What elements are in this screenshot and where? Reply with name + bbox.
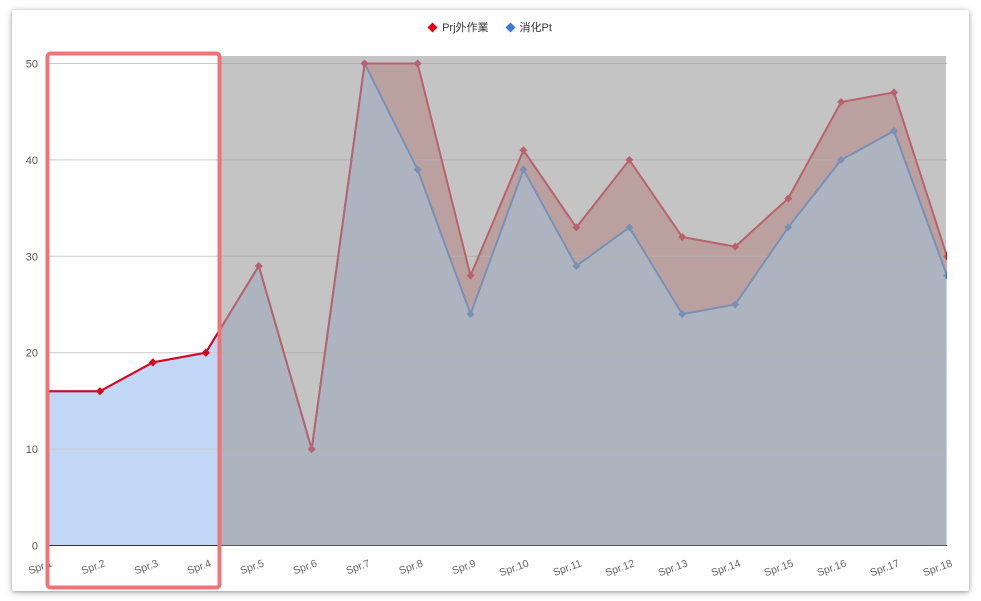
legend-item-prj[interactable]: Prj外作業 — [427, 19, 489, 35]
chart-legend: Prj外作業 消化Pt — [0, 19, 981, 35]
y-tick-label: 40 — [26, 155, 38, 167]
x-tick-label: Spr.5 — [239, 557, 266, 577]
x-tick-label: Spr.2 — [80, 557, 107, 577]
x-tick-label: Spr.10 — [498, 557, 531, 579]
data-point-prj — [201, 348, 210, 357]
x-tick-label: Spr.15 — [763, 557, 796, 579]
x-tick-label: Spr.8 — [397, 557, 424, 577]
x-tick-label: Spr.1 — [27, 557, 54, 577]
x-tick-label: Spr.9 — [450, 557, 477, 577]
x-tick-label: Spr.12 — [604, 557, 637, 579]
data-point-prj — [148, 358, 157, 367]
y-tick-label: 30 — [26, 251, 38, 263]
y-tick-label: 50 — [26, 59, 38, 71]
y-tick-label: 10 — [26, 444, 38, 456]
x-tick-label: Spr.6 — [292, 557, 319, 577]
x-tick-label: Spr.4 — [186, 557, 213, 577]
x-tick-label: Spr.3 — [133, 557, 160, 577]
x-tick-label: Spr.11 — [552, 557, 584, 578]
data-point-prj — [95, 387, 104, 396]
x-tick-label: Spr.13 — [657, 557, 690, 579]
grey-overlay — [220, 56, 946, 546]
x-tick-label: Spr.17 — [868, 557, 901, 579]
x-tick-label: Spr.14 — [710, 557, 743, 579]
legend-label-prj: Prj外作業 — [442, 22, 489, 34]
legend-label-consumed: 消化Pt — [519, 22, 552, 34]
x-tick-label: Spr.18 — [921, 557, 954, 579]
legend-item-consumed[interactable]: 消化Pt — [505, 19, 552, 35]
x-tick-label: Spr.16 — [815, 557, 848, 579]
y-tick-label: 0 — [32, 541, 38, 553]
y-tick-label: 20 — [26, 348, 38, 360]
x-tick-label: Spr.7 — [345, 557, 372, 577]
highlight-box — [45, 51, 222, 590]
